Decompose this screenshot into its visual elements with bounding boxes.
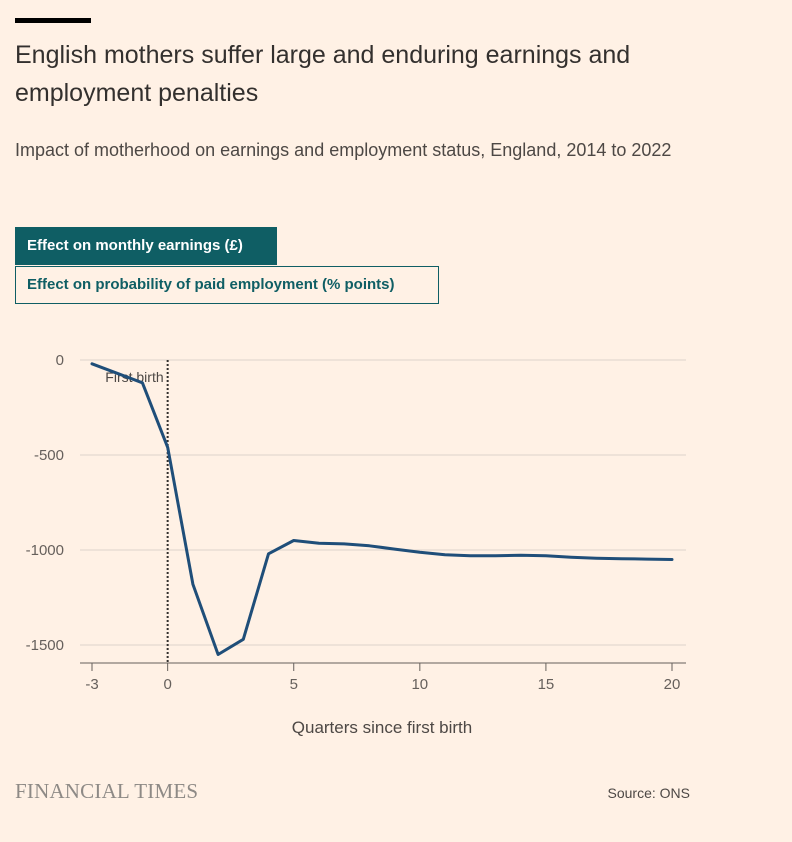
y-tick-label: -1500 (26, 637, 64, 654)
toggle-earnings-button[interactable]: Effect on monthly earnings (£) (15, 227, 277, 265)
ft-brand-logo: FINANCIAL TIMES (15, 779, 199, 803)
y-tick-label: -500 (34, 447, 64, 464)
top-rule (15, 18, 91, 23)
y-tick-label: -1000 (26, 542, 64, 559)
x-tick-label: 5 (290, 676, 298, 693)
source-note: Source: ONS (607, 785, 690, 801)
subtitle: Impact of motherhood on earnings and emp… (15, 140, 672, 160)
x-tick-label: 20 (664, 676, 681, 693)
chart: 0-500-1000-1500-3 0 5 10 15 20 First birth Qu… (26, 352, 686, 737)
y-tick-label: 0 (56, 352, 64, 369)
x-tick-label: 10 (411, 676, 428, 693)
x-tick-label: 0 (163, 676, 171, 693)
x-tick-label: -3 (85, 676, 98, 693)
x-tick-label: 15 (538, 676, 555, 693)
series-line-earnings (90, 362, 674, 656)
toggle-employment-button[interactable]: Effect on probability of paid employment… (15, 266, 439, 304)
headline: English mothers suffer large and endurin… (15, 41, 631, 107)
x-axis-title: Quarters since first birth (292, 718, 472, 737)
